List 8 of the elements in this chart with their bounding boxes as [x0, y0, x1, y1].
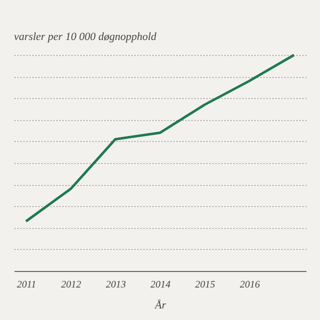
x-tick-label: 2016 — [240, 280, 260, 290]
x-tick-label: 2013 — [106, 280, 126, 290]
chart-title: varsler per 10 000 døgnopphold — [14, 30, 157, 43]
x-tick-label: 2015 — [195, 280, 216, 290]
x-tick-label: 2014 — [150, 280, 170, 290]
x-tick-label: 2011 — [16, 280, 36, 290]
x-axis-title: År — [154, 298, 167, 312]
x-tick-label: 2012 — [61, 280, 82, 290]
